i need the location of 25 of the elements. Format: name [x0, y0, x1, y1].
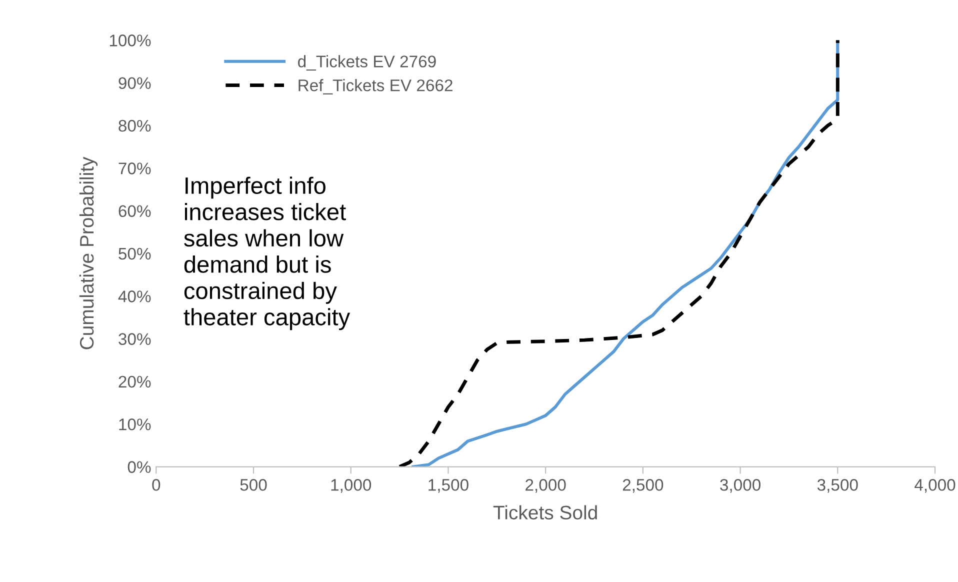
x-tick-label: 1,500: [428, 479, 468, 493]
y-tick-label: 40%: [118, 290, 151, 302]
annotation: Imperfect info increases ticket sales when low demand but is constrained by theater capacity: [184, 176, 350, 330]
x-tick-label: 500: [240, 479, 267, 491]
y-axis-title: Cumulative Probability: [79, 156, 98, 350]
y-tick-label: 100%: [110, 34, 151, 46]
x-tick-label: 3,000: [720, 479, 760, 493]
legend-label: d_Tickets EV 2769: [298, 55, 436, 71]
x-axis-title: Tickets Sold: [493, 505, 597, 520]
y-tick-label: 80%: [118, 120, 151, 132]
x-tick-label: 4,000: [914, 479, 956, 493]
x-tick-label: 2,500: [622, 479, 664, 493]
legend-label: Ref_Tickets EV 2662: [298, 79, 452, 94]
y-tick-label: 50%: [118, 248, 151, 260]
y-tick-label: 30%: [118, 333, 151, 345]
y-tick-label: 70%: [118, 162, 151, 174]
x-tick-label: 0: [152, 479, 160, 491]
y-tick-label: 60%: [118, 205, 151, 218]
x-tick-label: 3,500: [817, 479, 858, 493]
y-tick-label: 20%: [118, 376, 151, 388]
y-tick-label: 10%: [119, 418, 151, 430]
y-tick-label: 90%: [118, 77, 151, 90]
x-tick-label: 2,000: [526, 479, 566, 493]
x-tick-label: 1,000: [331, 479, 372, 493]
y-tick-label: 0%: [128, 461, 151, 473]
